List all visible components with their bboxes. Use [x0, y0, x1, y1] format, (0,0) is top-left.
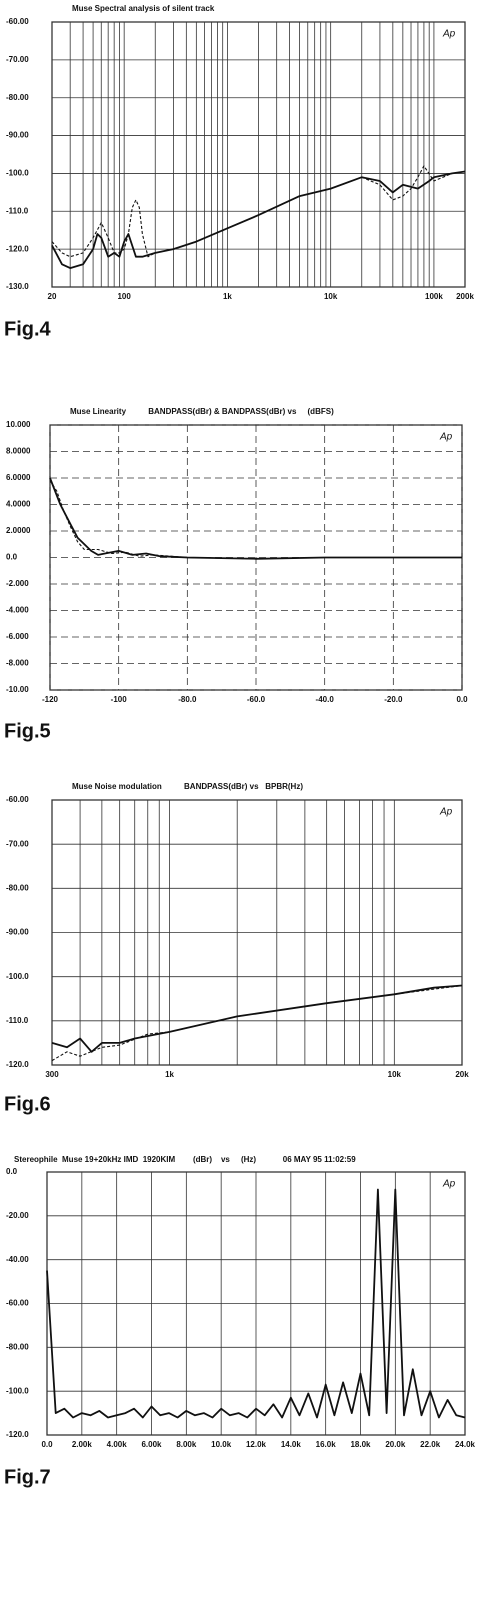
logo: Ap — [442, 1179, 456, 1190]
y-tick-label: -70.00 — [6, 55, 29, 64]
y-tick-label: 2.0000 — [6, 526, 31, 535]
x-tick-label: 100k — [425, 292, 443, 301]
x-tick-label: 6.00k — [141, 1440, 162, 1449]
y-tick-label: -60.00 — [6, 1299, 29, 1308]
x-tick-label: 200k — [456, 292, 474, 301]
y-tick-label: -60.00 — [6, 795, 29, 804]
y-tick-label: -80.00 — [6, 883, 29, 892]
x-tick-label: 300 — [45, 1070, 59, 1079]
y-tick-label: -90.00 — [6, 928, 29, 937]
chart-title: Stereophile Muse 19+20kHz IMD 1920KIM (d… — [14, 1155, 356, 1164]
y-tick-label: 6.0000 — [6, 473, 31, 482]
x-tick-label: 20 — [48, 292, 57, 301]
x-tick-label: -80.0 — [178, 695, 197, 704]
series-line — [49, 480, 462, 560]
y-tick-label: -6.000 — [6, 632, 29, 641]
x-tick-label: -120 — [42, 695, 59, 704]
x-tick-label: 0.0 — [456, 695, 468, 704]
series-line — [51, 170, 466, 269]
x-tick-label: 8.00k — [176, 1440, 197, 1449]
series-line — [51, 984, 463, 1062]
x-tick-label: -60.0 — [247, 695, 266, 704]
y-tick-label: 4.0000 — [6, 500, 31, 509]
y-tick-label: -110.0 — [6, 206, 29, 215]
y-tick-label: -4.000 — [6, 606, 29, 615]
chart-title: Muse Noise modulation BANDPASS(dBr) vs B… — [72, 782, 303, 791]
y-tick-label: 10.000 — [6, 420, 31, 429]
logo: Ap — [439, 432, 453, 443]
y-tick-label: -100.0 — [6, 972, 29, 981]
figure-caption: Fig.4 — [4, 318, 52, 340]
x-tick-label: 18.0k — [350, 1440, 371, 1449]
x-tick-label: 20.0k — [385, 1440, 406, 1449]
y-tick-label: 0.0 — [6, 553, 18, 562]
x-tick-label: 100 — [117, 292, 131, 301]
x-tick-label: 10k — [324, 292, 338, 301]
figure-caption: Fig.7 — [4, 1466, 51, 1488]
x-tick-label: -20.0 — [384, 695, 403, 704]
y-tick-label: -80.00 — [6, 93, 29, 102]
y-tick-label: -130.0 — [6, 282, 29, 291]
x-tick-label: 16.0k — [316, 1440, 337, 1449]
y-tick-label: -40.00 — [6, 1255, 29, 1264]
x-tick-label: 20k — [455, 1070, 469, 1079]
y-tick-label: 0.0 — [6, 1167, 18, 1176]
x-tick-label: 12.0k — [246, 1440, 267, 1449]
y-tick-label: -120.0 — [6, 1060, 29, 1069]
x-tick-label: 24.0k — [455, 1440, 476, 1449]
y-tick-label: -80.00 — [6, 1342, 29, 1351]
y-tick-label: -20.00 — [6, 1211, 29, 1220]
y-tick-label: -70.00 — [6, 839, 29, 848]
x-tick-label: 10k — [388, 1070, 402, 1079]
x-tick-label: 2.00k — [72, 1440, 93, 1449]
y-tick-label: -100.0 — [6, 169, 29, 178]
y-tick-label: 8.0000 — [6, 447, 31, 456]
y-tick-label: -2.000 — [6, 579, 29, 588]
x-tick-label: -100 — [111, 695, 128, 704]
series-line — [51, 165, 466, 258]
series-line — [46, 1188, 466, 1419]
logo: Ap — [442, 29, 456, 40]
series-line — [51, 984, 463, 1053]
x-tick-label: 1k — [223, 292, 232, 301]
figure-caption: Fig.5 — [4, 720, 51, 742]
x-tick-label: 1k — [165, 1070, 174, 1079]
y-tick-label: -100.0 — [6, 1386, 29, 1395]
x-tick-label: 14.0k — [281, 1440, 302, 1449]
chart-title: Muse Spectral analysis of silent track — [72, 4, 215, 13]
y-tick-label: -8.000 — [6, 659, 29, 668]
y-tick-label: -10.00 — [6, 685, 29, 694]
chart-title: Muse Linearity BANDPASS(dBr) & BANDPASS(… — [70, 407, 334, 416]
x-tick-label: 4.00k — [107, 1440, 128, 1449]
figure-caption: Fig.6 — [4, 1093, 51, 1115]
x-tick-label: 10.0k — [211, 1440, 232, 1449]
y-tick-label: -120.0 — [6, 244, 29, 253]
logo: Ap — [439, 807, 453, 818]
y-tick-label: -120.0 — [6, 1430, 29, 1439]
x-tick-label: -40.0 — [316, 695, 335, 704]
y-tick-label: -60.00 — [6, 17, 29, 26]
y-tick-label: -90.00 — [6, 131, 29, 140]
y-tick-label: -110.0 — [6, 1016, 29, 1025]
x-tick-label: 0.0 — [41, 1440, 53, 1449]
x-tick-label: 22.0k — [420, 1440, 441, 1449]
